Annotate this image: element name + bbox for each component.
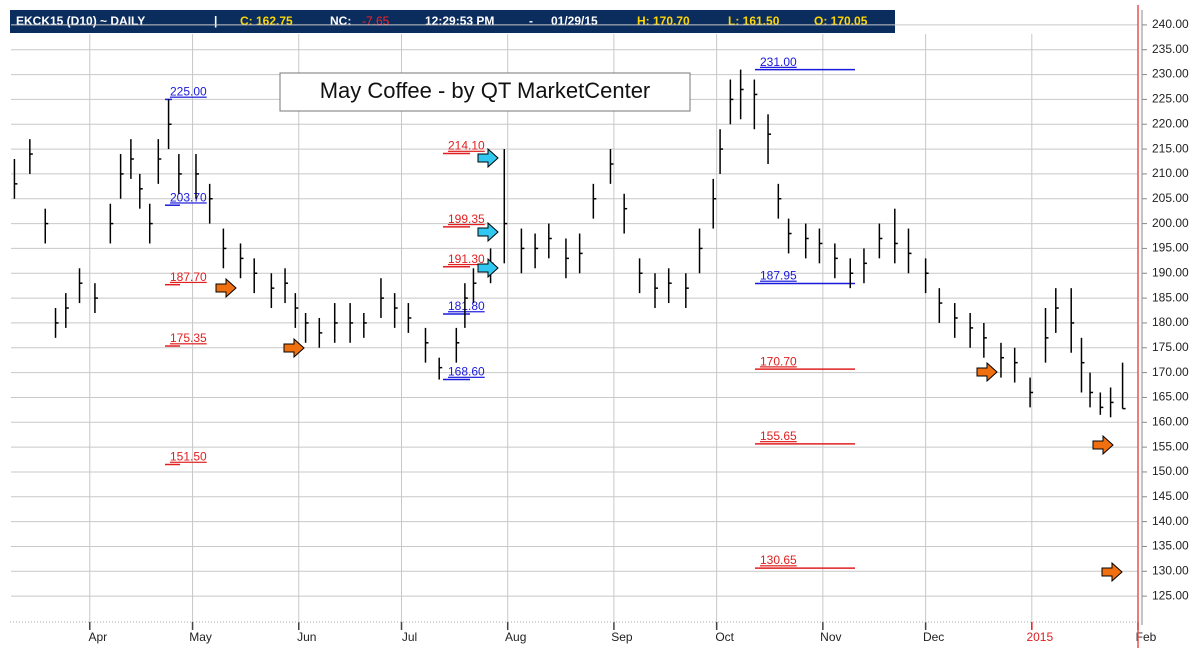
header-sep: | [214, 14, 217, 28]
title-box [279, 72, 691, 112]
y-tick-label: 210.00 [1152, 166, 1189, 180]
header-bar [10, 10, 895, 33]
y-tick-label: 175.00 [1152, 340, 1189, 354]
x-tick-label: Jun [297, 630, 316, 644]
y-tick-label: 160.00 [1152, 414, 1189, 428]
y-tick-label: 145.00 [1152, 489, 1189, 503]
x-tick-label: Oct [715, 630, 734, 644]
header-low: L: 161.50 [728, 14, 780, 28]
arrows [215, 147, 1123, 583]
arrow [1101, 561, 1123, 583]
header-nc-value: -7.65 [362, 14, 390, 28]
y-tick-label: 220.00 [1152, 116, 1189, 130]
y-tick-label: 235.00 [1152, 42, 1189, 56]
level-label: 168.60 [448, 365, 485, 379]
level-label: 175.35 [170, 331, 207, 345]
x-tick-label: Nov [820, 630, 841, 644]
x-tick-label: Dec [923, 630, 944, 644]
level-label: 203.70 [170, 190, 207, 204]
x-tick-label: Apr [88, 630, 107, 644]
header-dash: - [529, 14, 533, 28]
x-tick-label: Aug [505, 630, 526, 644]
y-tick-label: 230.00 [1152, 67, 1189, 81]
header-high: H: 170.70 [637, 14, 690, 28]
level-label: 231.00 [760, 55, 797, 69]
y-tick-label: 125.00 [1152, 588, 1189, 602]
level-label: 130.65 [760, 553, 797, 567]
arrow [477, 221, 499, 243]
arrow [976, 361, 998, 383]
header-date: 01/29/15 [551, 14, 598, 28]
header-nc-label: NC: [330, 14, 351, 28]
y-tick-label: 225.00 [1152, 92, 1189, 106]
y-tick-label: 200.00 [1152, 216, 1189, 230]
header-symbol: EKCK15 (D10) ~ DAILY [16, 14, 145, 28]
y-tick-label: 240.00 [1152, 17, 1189, 31]
x-tick-label: Feb [1136, 630, 1157, 644]
level-label: 155.65 [760, 429, 797, 443]
y-tick-label: 185.00 [1152, 290, 1189, 304]
level-label: 187.70 [170, 270, 207, 284]
level-label: 225.00 [170, 85, 207, 99]
x-tick-label: May [189, 630, 212, 644]
y-tick-label: 170.00 [1152, 365, 1189, 379]
level-label: 181.80 [448, 299, 485, 313]
arrow [1092, 434, 1114, 456]
y-tick-label: 195.00 [1152, 241, 1189, 255]
chart-title: May Coffee - by QT MarketCenter [320, 78, 651, 103]
arrow [283, 337, 305, 359]
x-tick-label: Sep [611, 630, 633, 644]
arrow [477, 257, 499, 279]
y-tick-label: 140.00 [1152, 514, 1189, 528]
y-tick-label: 180.00 [1152, 315, 1189, 329]
header-time: 12:29:53 PM [425, 14, 494, 28]
y-tick-label: 130.00 [1152, 563, 1189, 577]
arrow [477, 147, 499, 169]
x-tick-label: 2015 [1026, 630, 1053, 644]
level-label: 170.70 [760, 354, 797, 368]
level-label: 191.30 [448, 252, 485, 266]
header-close: C: 162.75 [240, 14, 293, 28]
arrow [215, 277, 237, 299]
level-label: 151.50 [170, 450, 207, 464]
level-label: 199.35 [448, 212, 485, 226]
y-tick-label: 205.00 [1152, 191, 1189, 205]
header-open: O: 170.05 [814, 14, 868, 28]
plot-area: 125.00 130.00 135.00 140.00 145.00 150.00 155.… [11, 17, 1189, 644]
x-tick-label: Jul [402, 630, 417, 644]
level-label: 187.95 [760, 269, 797, 283]
y-tick-label: 150.00 [1152, 464, 1189, 478]
level-label: 214.10 [448, 139, 485, 153]
y-tick-label: 155.00 [1152, 439, 1189, 453]
y-tick-label: 215.00 [1152, 141, 1189, 155]
y-tick-label: 135.00 [1152, 539, 1189, 553]
y-tick-label: 190.00 [1152, 265, 1189, 279]
y-tick-label: 165.00 [1152, 390, 1189, 404]
